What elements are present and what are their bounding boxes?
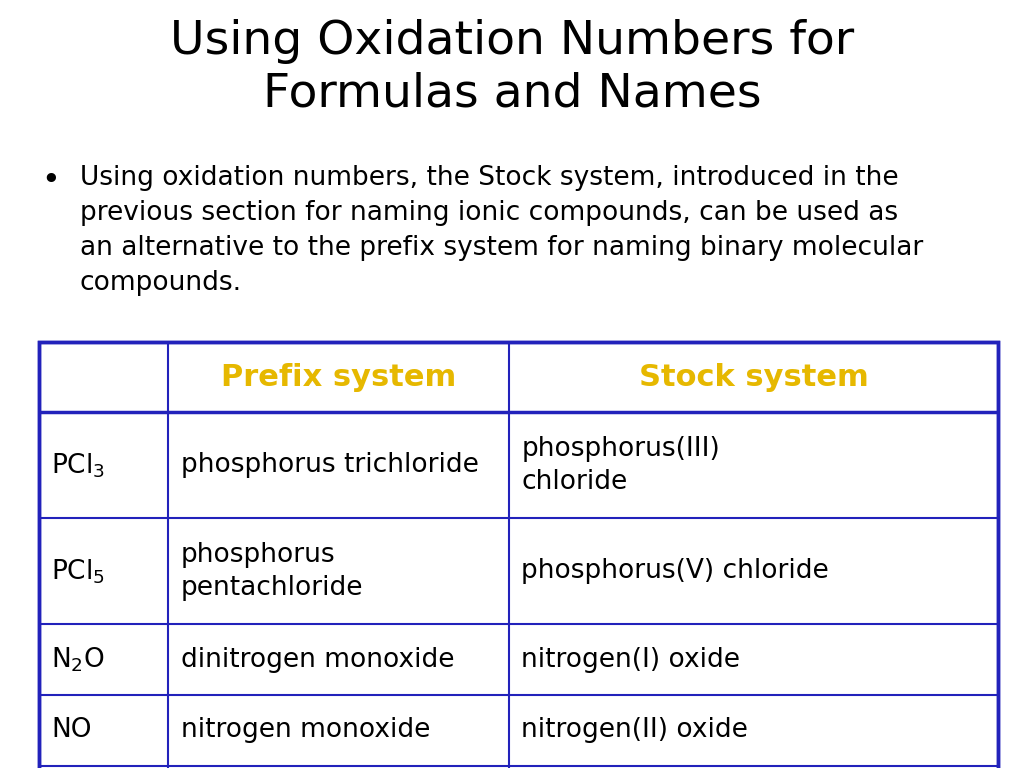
Text: PCl$_{3}$: PCl$_{3}$ — [51, 451, 105, 480]
Text: phosphorus(V) chloride: phosphorus(V) chloride — [521, 558, 829, 584]
Text: PCl$_{5}$: PCl$_{5}$ — [51, 557, 105, 586]
Text: Using Oxidation Numbers for
Formulas and Names: Using Oxidation Numbers for Formulas and… — [170, 19, 854, 116]
Text: dinitrogen monoxide: dinitrogen monoxide — [180, 647, 455, 673]
Text: phosphorus trichloride: phosphorus trichloride — [180, 452, 478, 478]
Text: N$_{2}$O: N$_{2}$O — [51, 645, 104, 674]
Text: nitrogen monoxide: nitrogen monoxide — [180, 717, 430, 743]
Text: Prefix system: Prefix system — [221, 362, 457, 392]
Text: Stock system: Stock system — [639, 362, 868, 392]
Bar — [39, 342, 998, 768]
Text: NO: NO — [51, 717, 92, 743]
Text: •: • — [41, 165, 59, 196]
Text: nitrogen(II) oxide: nitrogen(II) oxide — [521, 717, 749, 743]
Bar — [39, 342, 998, 768]
Bar — [39, 342, 998, 768]
Text: phosphorus(III)
chloride: phosphorus(III) chloride — [521, 436, 720, 495]
Text: Using oxidation numbers, the Stock system, introduced in the
previous section fo: Using oxidation numbers, the Stock syste… — [80, 165, 923, 296]
Text: phosphorus
pentachloride: phosphorus pentachloride — [180, 542, 364, 601]
Text: nitrogen(I) oxide: nitrogen(I) oxide — [521, 647, 740, 673]
